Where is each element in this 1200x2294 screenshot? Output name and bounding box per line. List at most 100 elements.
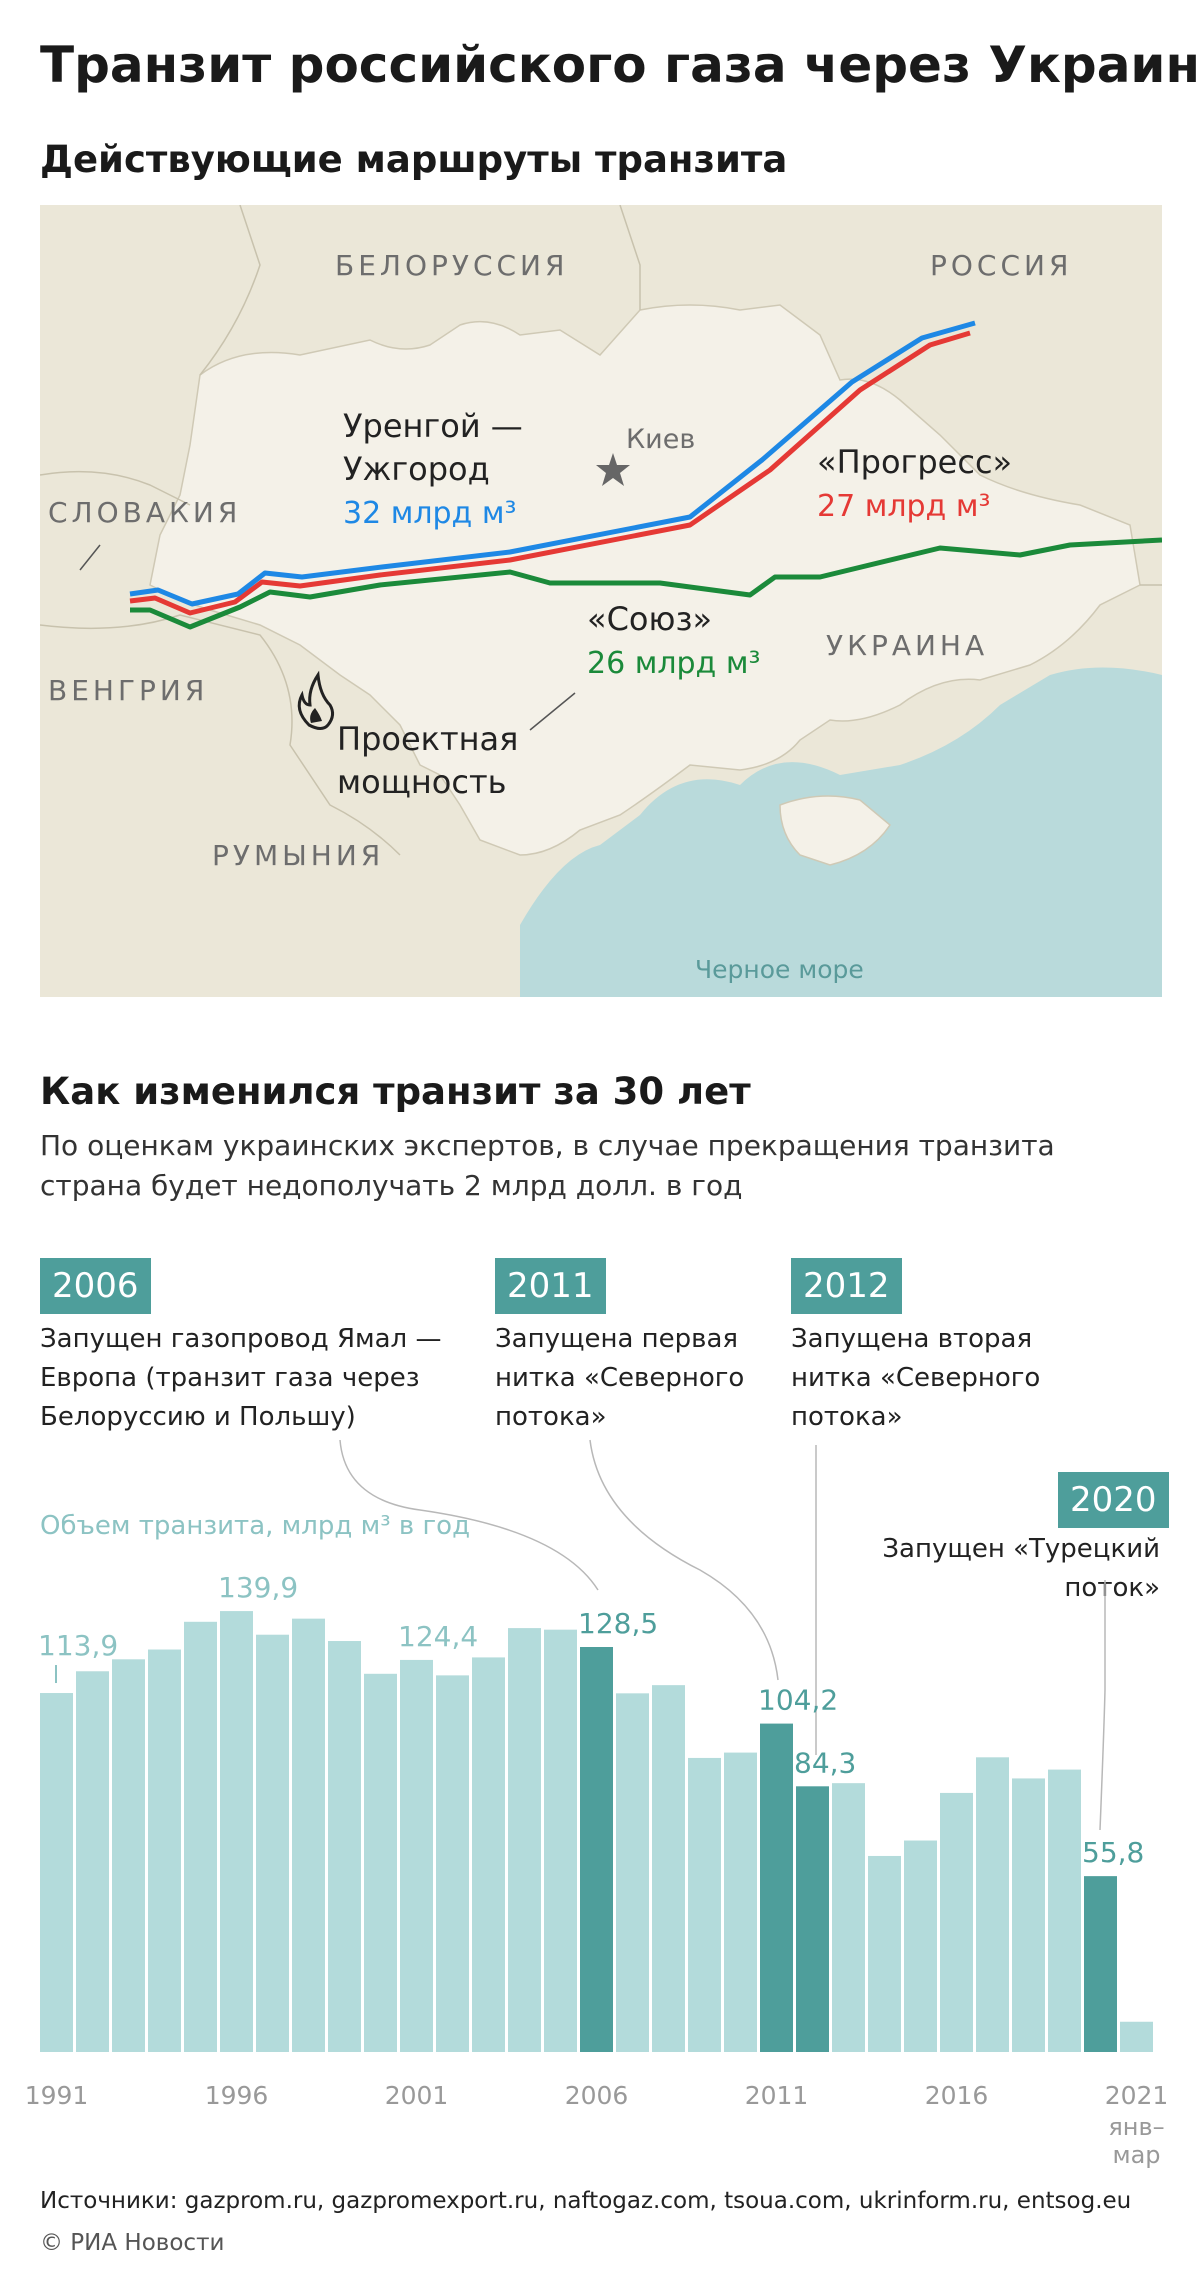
border-line bbox=[199, 205, 261, 376]
route-urengoy-value: 32 млрд м³ bbox=[343, 496, 517, 531]
leader-line bbox=[79, 544, 101, 571]
copyright: © РИА Новости bbox=[40, 2230, 225, 2256]
flame-inner bbox=[310, 708, 322, 723]
bar-2017 bbox=[976, 1757, 1009, 2052]
capacity-legend-line-1: Проектная bbox=[337, 720, 518, 758]
value-label-2012: 84,3 bbox=[794, 1746, 856, 1779]
map-heading: Действующие маршруты транзита bbox=[40, 138, 788, 181]
event-badge-2012: 2012 bbox=[791, 1258, 902, 1314]
ukraine-territory bbox=[149, 304, 1141, 856]
bar-2010 bbox=[724, 1752, 757, 2052]
event-line: Европа (транзит газа через bbox=[40, 1363, 420, 1393]
bar-2002 bbox=[436, 1675, 469, 2052]
event-line: потока» bbox=[495, 1402, 607, 1432]
x-tick-1996: 1996 bbox=[205, 2081, 269, 2110]
label-russia: РОССИЯ bbox=[930, 249, 1072, 282]
bar-2005 bbox=[544, 1629, 577, 2052]
y-axis-label: Объем транзита, млрд м³ в год bbox=[40, 1511, 470, 1541]
event-text-2011: Запущена первая нитка «Северного потока» bbox=[495, 1320, 744, 1437]
bar-2015 bbox=[904, 1840, 937, 2052]
star-icon bbox=[596, 453, 630, 486]
bar-2012 bbox=[796, 1786, 829, 2052]
bar-1993 bbox=[112, 1659, 145, 2052]
bar-1992 bbox=[76, 1671, 109, 2052]
chart-subtitle: По оценкам украинских экспертов, в случа… bbox=[40, 1129, 1055, 1202]
x-tick-2016: 2016 bbox=[925, 2081, 989, 2110]
value-label-1991: 113,9 bbox=[38, 1629, 118, 1662]
bar-1994 bbox=[148, 1649, 181, 2052]
bar-2011 bbox=[760, 1723, 793, 2052]
event-badge-2011: 2011 bbox=[495, 1258, 606, 1314]
event-line: Запущен газопровод Ямал — bbox=[40, 1324, 442, 1354]
bar-1996 bbox=[220, 1611, 253, 2052]
bars-group bbox=[40, 1611, 1153, 2052]
bar-2001 bbox=[400, 1659, 433, 2052]
event-line: потока» bbox=[791, 1402, 903, 1432]
route-soyuz bbox=[130, 537, 1162, 630]
label-kyiv: Киев bbox=[626, 424, 695, 455]
bar-2003 bbox=[472, 1657, 505, 2052]
bar-1997 bbox=[256, 1634, 289, 2052]
value-label-2006: 128,5 bbox=[578, 1607, 658, 1640]
label-belarus: БЕЛОРУССИЯ bbox=[335, 249, 568, 282]
capacity-legend-line-2: мощность bbox=[337, 763, 506, 801]
route-urengoy-name-2: Ужгород bbox=[343, 450, 490, 488]
event-line: Белоруссию и Польшу) bbox=[40, 1402, 356, 1432]
leader-line bbox=[529, 692, 576, 731]
event-line: Запущен «Турецкий bbox=[882, 1534, 1160, 1564]
bar-1995 bbox=[184, 1621, 217, 2052]
x-ticks-group: 1991 1996 2001 2006 2011 2016 2021 янв–мар bbox=[25, 2081, 1169, 2169]
x-tick-1991: 1991 bbox=[25, 2081, 89, 2110]
event-line: нитка «Северного bbox=[495, 1363, 745, 1393]
x-tick-2006: 2006 bbox=[565, 2081, 629, 2110]
route-urengoy-name-1: Уренгой — bbox=[343, 407, 523, 445]
flame-icon bbox=[297, 670, 335, 730]
bar-2008 bbox=[652, 1685, 685, 2052]
route-progress-name: «Прогресс» bbox=[817, 443, 1012, 481]
value-label-2011: 104,2 bbox=[758, 1684, 838, 1717]
event-connector bbox=[1099, 1580, 1106, 1831]
event-line: нитка «Северного bbox=[791, 1363, 1041, 1393]
event-line: поток» bbox=[1064, 1573, 1160, 1603]
label-slovakia: СЛОВАКИЯ bbox=[48, 496, 241, 529]
label-romania: РУМЫНИЯ bbox=[212, 839, 384, 872]
route-urengoy bbox=[129, 320, 976, 607]
label-ukraine: УКРАИНА bbox=[826, 629, 988, 662]
event-text-2020: Запущен «Турецкий поток» bbox=[882, 1530, 1160, 1608]
value-label-2001: 124,4 bbox=[398, 1620, 478, 1653]
bar-2021 bbox=[1120, 2021, 1153, 2052]
x-tick-2011: 2011 bbox=[745, 2081, 809, 2110]
value-labels-group: 113,9 139,9 124,4 128,5 104,2 84,3 55,8 bbox=[38, 1571, 1144, 1869]
route-progress-value: 27 млрд м³ bbox=[817, 489, 991, 524]
last-bar-note: мар bbox=[1112, 2141, 1160, 2169]
bar-2018 bbox=[1012, 1778, 1045, 2052]
value-label-2020: 55,8 bbox=[1082, 1836, 1144, 1869]
bar-1999 bbox=[328, 1641, 361, 2052]
event-connector bbox=[339, 1439, 599, 1591]
bar-1991 bbox=[40, 1693, 73, 2052]
route-progress bbox=[129, 330, 971, 616]
x-tick-2021: 2021 bbox=[1105, 2081, 1169, 2110]
bar-2013 bbox=[832, 1783, 865, 2052]
route-soyuz-value: 26 млрд м³ bbox=[587, 646, 761, 681]
x-tick-2001: 2001 bbox=[385, 2081, 449, 2110]
sources: Источники: gazprom.ru, gazpromexport.ru,… bbox=[40, 2188, 1132, 2214]
transit-map: БЕЛОРУССИЯ РОССИЯ СЛОВАКИЯ ВЕНГРИЯ РУМЫН… bbox=[40, 205, 1162, 997]
event-connector bbox=[589, 1439, 779, 1681]
bar-2007 bbox=[616, 1693, 649, 2052]
border-line bbox=[40, 470, 191, 506]
event-text-2006: Запущен газопровод Ямал — Европа (транзи… bbox=[40, 1320, 441, 1437]
bar-2000 bbox=[364, 1673, 397, 2052]
event-line: Запущена вторая bbox=[791, 1324, 1033, 1354]
bar-2019 bbox=[1048, 1769, 1081, 2052]
label-black-sea: Черное море bbox=[695, 955, 864, 984]
border-line bbox=[40, 614, 401, 856]
bar-2006 bbox=[580, 1647, 613, 2052]
route-soyuz-name: «Союз» bbox=[587, 600, 712, 638]
border-line bbox=[619, 205, 641, 310]
crimea bbox=[779, 795, 891, 866]
bar-2016 bbox=[940, 1792, 973, 2052]
page-title: Транзит российского газа через Украину bbox=[40, 36, 1200, 94]
last-bar-note: янв– bbox=[1108, 2113, 1164, 2141]
